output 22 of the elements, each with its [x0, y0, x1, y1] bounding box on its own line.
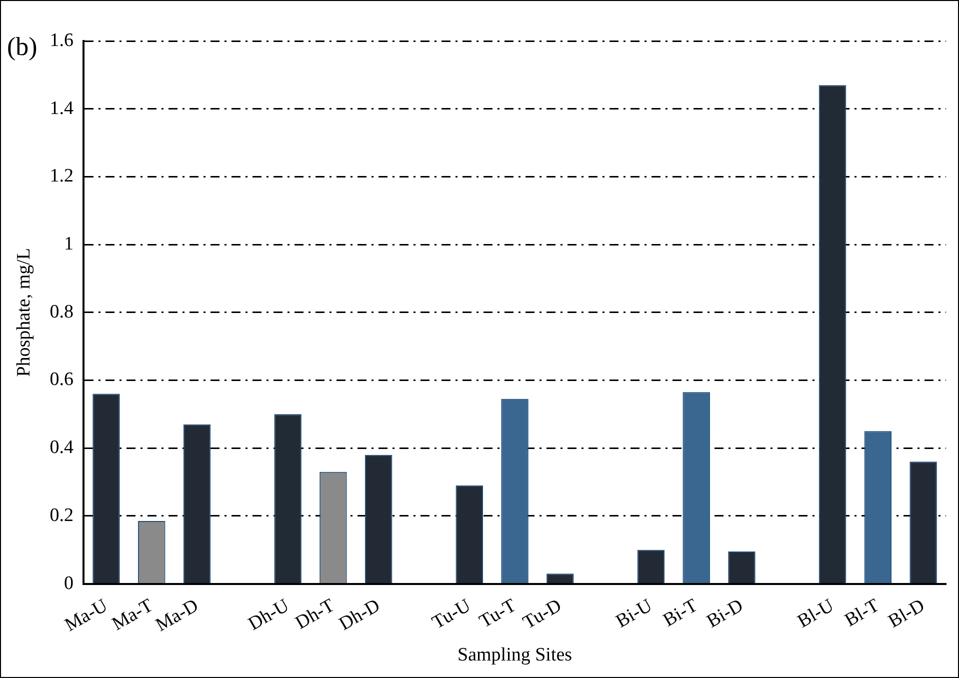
- x-tick-label: Bi-D: [703, 595, 747, 632]
- y-axis-title: Phosphate, mg/L: [13, 248, 34, 377]
- y-tick-label: 0.2: [50, 504, 74, 526]
- y-tick-label: 0.4: [50, 437, 74, 458]
- y-tick-label: 0.6: [50, 369, 74, 390]
- x-tick-label: Tu-U: [428, 594, 475, 634]
- y-tick-label: 0: [64, 572, 74, 594]
- x-axis-title: Sampling Sites: [458, 644, 572, 666]
- y-tick-label: 1.6: [50, 30, 74, 51]
- x-tick-label: Dh-U: [244, 594, 294, 635]
- x-tick-label: Bl-T: [841, 594, 884, 632]
- x-tick-label: Bi-T: [660, 594, 702, 632]
- y-tick-label: 1.2: [50, 166, 74, 187]
- y-tick-label: 1: [64, 234, 74, 255]
- x-tick-label: Tu-T: [476, 594, 520, 632]
- x-tick-label: Bl-D: [884, 595, 928, 632]
- x-tick-label: Tu-D: [520, 595, 566, 634]
- y-tick-label: 1.4: [50, 98, 74, 119]
- x-tick-label: Bl-U: [794, 594, 838, 632]
- y-tick-label: 0.8: [50, 301, 74, 322]
- x-tick-label: Bi-U: [612, 594, 656, 632]
- chart-title: (b): [7, 32, 38, 61]
